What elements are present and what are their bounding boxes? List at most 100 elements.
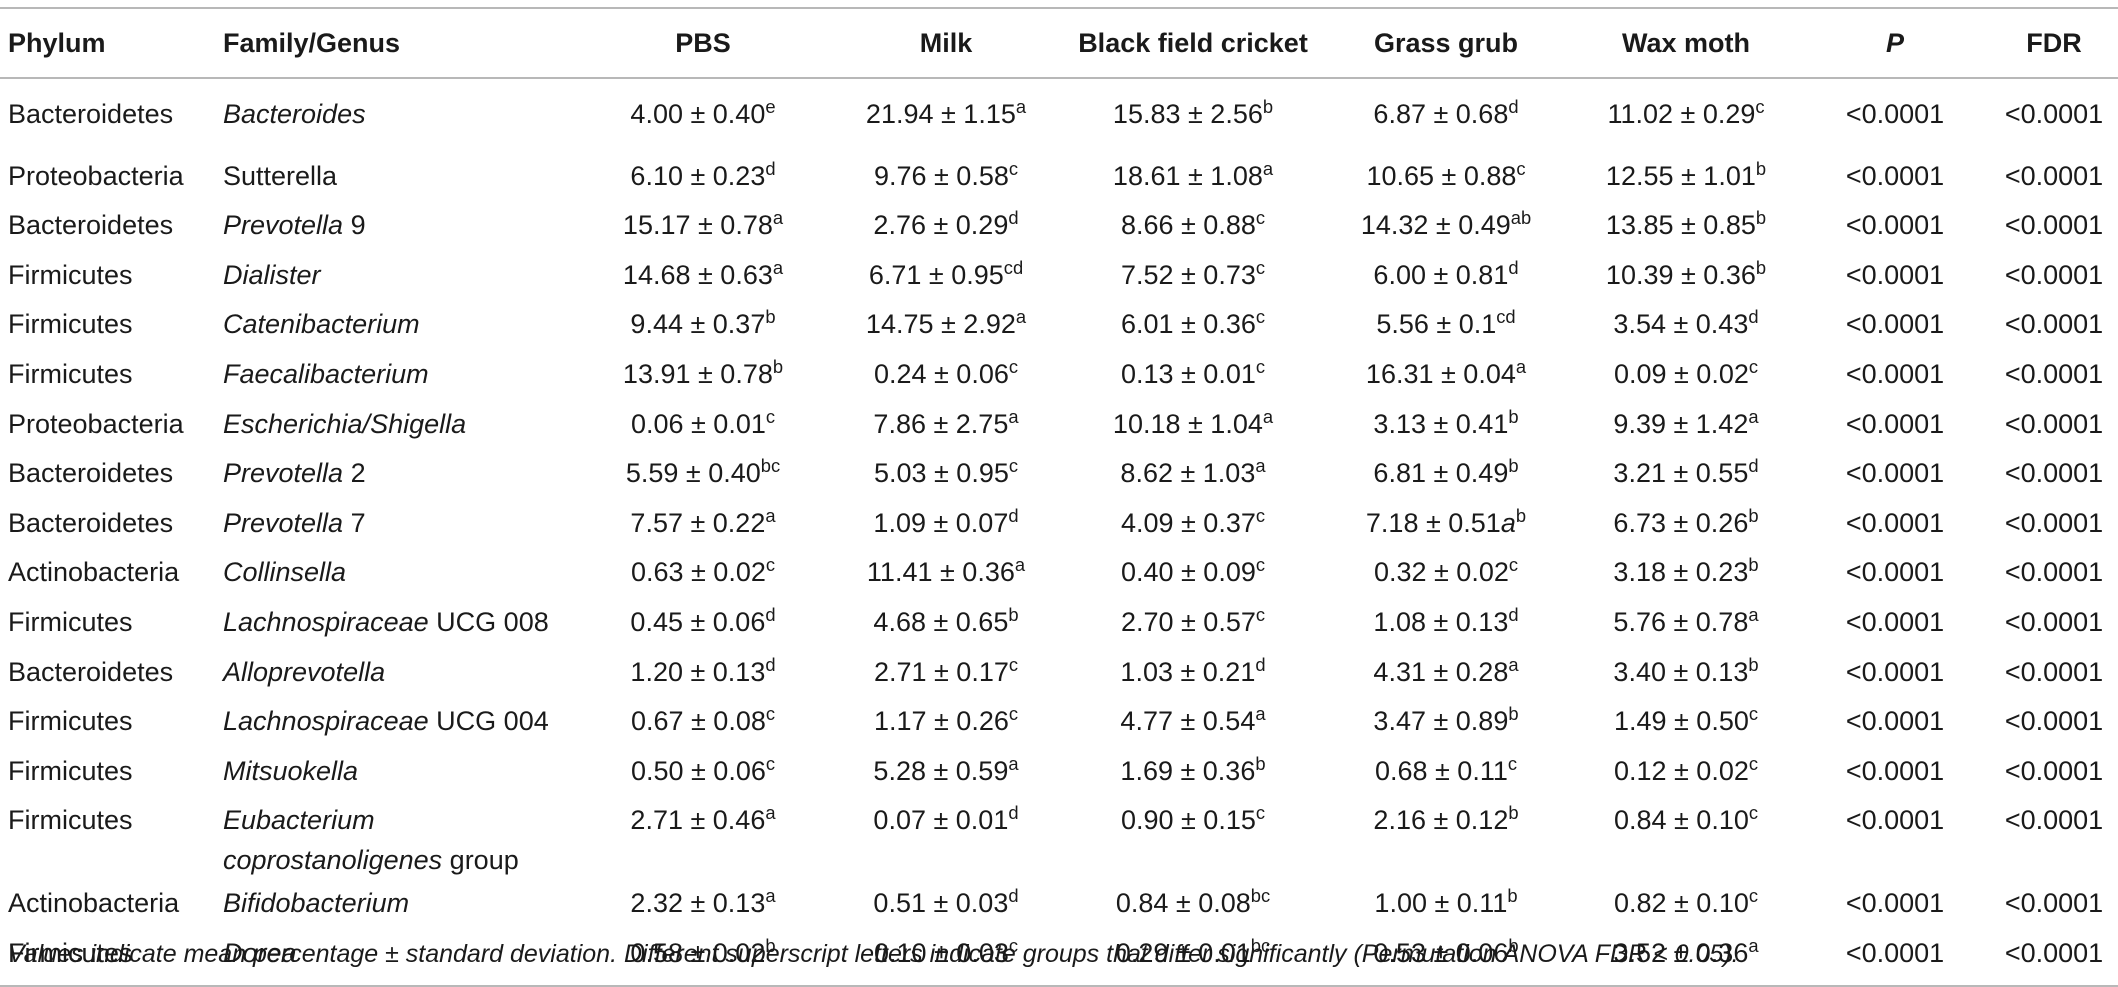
genus-cell: Sutterella (215, 153, 580, 203)
value-cell: 6.87 ± 0.68d (1320, 78, 1572, 153)
significance-letter: c (1255, 355, 1266, 377)
stat-cell: <0.0001 (2004, 606, 2104, 637)
genus-italic: Dorea (223, 937, 297, 968)
genus-cell: Catenibacterium (215, 301, 580, 351)
stat-cell: <0.0001 (2004, 458, 2104, 489)
phylum-cell: Bacteroidetes (8, 210, 174, 241)
mean-sd: 7.52 ± 0.73 (1120, 259, 1256, 290)
stat-cell: <0.0001 (1845, 805, 1945, 836)
header-row: Phylum Family/Genus PBS Milk Black field cri… (0, 7, 2118, 79)
genus-italic: Collinsella (223, 557, 347, 588)
value-cell: 0.90 ± 0.15c (1066, 797, 1320, 880)
value-cell: 0.82 ± 0.10c (1572, 880, 1800, 930)
significance-letter: d (1748, 306, 1759, 328)
mean-sd: 2.76 ± 0.29 (873, 210, 1009, 241)
value-cell: 10.65 ± 0.88c (1320, 153, 1572, 203)
mean-sd: 4.00 ± 0.40 (630, 99, 766, 129)
value-cell: 2.70 ± 0.57c (1066, 599, 1320, 649)
significance-letter: b (1255, 752, 1266, 774)
value-cell: 7.86 ± 2.75a (826, 401, 1066, 451)
significance-letter: a (1748, 405, 1759, 427)
mean-sd: 10.39 ± 0.36 (1605, 259, 1756, 290)
value-cell: 6.01 ± 0.36c (1066, 301, 1320, 351)
value-cell: 2.76 ± 0.29d (826, 202, 1066, 252)
genus-text: UCG 004 (436, 706, 549, 737)
mean-sd: 0.51 ± 0.03 (873, 888, 1009, 919)
mean-sd: 6.00 ± 0.81 (1373, 259, 1509, 290)
significance-letter: b (1507, 885, 1518, 907)
genus-cell: Dialister (215, 252, 580, 302)
significance-letter: d (765, 603, 776, 625)
mean-sd: 0.29 ± 0.01 (1115, 937, 1251, 968)
value-cell: 5.59 ± 0.40bc (580, 450, 826, 500)
mean-sd: 11.41 ± 0.36 (866, 557, 1015, 588)
significance-letter: c (1748, 355, 1759, 377)
value-cell: 3.54 ± 0.43d (1572, 301, 1800, 351)
significance-letter: a (1748, 934, 1759, 956)
genus-cell: Prevotella 7 (215, 500, 580, 550)
phylum-cell: Firmicutes (8, 358, 133, 389)
phylum-cell: Bacteroidetes (8, 507, 174, 538)
genus-cell: Faecalibacterium (215, 351, 580, 401)
significance-letter: d (1508, 603, 1519, 625)
significance-letter: bc (1250, 934, 1271, 956)
table-row: Firmicutes Lachnospiraceae UCG 008 0.45 ± … (0, 599, 2118, 649)
mean-sd: 6.01 ± 0.36 (1120, 309, 1256, 340)
significance-letter: a (1015, 306, 1027, 328)
significance-letter: c (1748, 885, 1759, 907)
genus-text: 9 (350, 210, 366, 241)
significance-letter: c (1255, 802, 1266, 824)
value-cell: 1.69 ± 0.36b (1066, 748, 1320, 798)
mean-sd: 1.00 ± 0.11 (1374, 888, 1508, 919)
value-cell: 0.10 ± 0.03c (826, 929, 1066, 987)
value-cell: 0.50 ± 0.06c (580, 748, 826, 798)
genus-text: Sutterella (223, 160, 338, 191)
stat-cell: <0.0001 (1845, 606, 1945, 637)
genus-text: 2 (350, 458, 366, 489)
genus-italic: Eubacterium coprostanoligenes (223, 805, 443, 876)
mean-sd: 5.03 ± 0.95 (873, 458, 1009, 489)
stat-cell: <0.0001 (1845, 507, 1945, 538)
stat-cell: <0.0001 (2004, 557, 2104, 588)
value-cell: 13.85 ± 0.85b (1572, 202, 1800, 252)
mean-sd: 8.62 ± 1.03 (1120, 458, 1256, 489)
significance-letter: c (1516, 157, 1526, 179)
mean-sd: 0.82 ± 0.10 (1613, 888, 1749, 919)
mean-sd: 0.58 ± 0.02 (630, 937, 766, 968)
value-cell: 7.52 ± 0.73c (1066, 252, 1320, 302)
phylum-cell: Actinobacteria (8, 888, 180, 919)
genus-cell: Bacteroides (215, 78, 580, 153)
mean-sd: 5.28 ± 0.59 (873, 755, 1009, 786)
value-cell: 1.00 ± 0.11b (1320, 880, 1572, 930)
genus-cell: Dorea (215, 929, 580, 987)
genus-text: 7 (350, 507, 366, 538)
significance-letter: d (1008, 504, 1019, 526)
mean-sd: 0.09 ± 0.02 (1613, 358, 1749, 389)
significance-letter: c (1255, 306, 1266, 328)
significance-letter: d (1748, 455, 1759, 477)
significance-letter: c (1255, 603, 1266, 625)
mean-sd: 9.44 ± 0.37 (630, 309, 766, 340)
column-header: Grass grub (1320, 7, 1572, 79)
stat-cell: <0.0001 (2004, 706, 2104, 737)
genus-cell: Lachnospiraceae UCG 004 (215, 698, 580, 748)
table-row: Bacteroidetes Prevotella 9 15.17 ± 0.78a 2.… (0, 202, 2118, 252)
value-cell: 1.20 ± 0.13d (580, 649, 826, 699)
significance-letter: b (1508, 405, 1519, 427)
mean-sd: 0.63 ± 0.02 (630, 557, 766, 588)
stat-cell: <0.0001 (2004, 507, 2104, 538)
value-cell: 6.00 ± 0.81d (1320, 252, 1572, 302)
value-cell: 4.68 ± 0.65b (826, 599, 1066, 649)
value-cell: 0.06 ± 0.01c (580, 401, 826, 451)
genus-italic: Lachnospiraceae (223, 606, 429, 637)
mean-sd: 2.70 ± 0.57 (1120, 606, 1256, 637)
mean-sd: 3.18 ± 0.23 (1613, 557, 1749, 588)
significance-letter: d (765, 157, 776, 179)
table-row: Firmicutes Catenibacterium 9.44 ± 0.37b 14.… (0, 301, 2118, 351)
significance-letter: d (1508, 256, 1519, 278)
value-cell: 10.18 ± 1.04a (1066, 401, 1320, 451)
significance-letter: a (1008, 752, 1019, 774)
mean-sd: 0.13 ± 0.01 (1120, 358, 1256, 389)
table-row: Firmicutes Dorea 0.58 ± 0.02b 0.10 ± 0.03c 0… (0, 929, 2118, 987)
genus-italic: Prevotella (223, 507, 344, 538)
